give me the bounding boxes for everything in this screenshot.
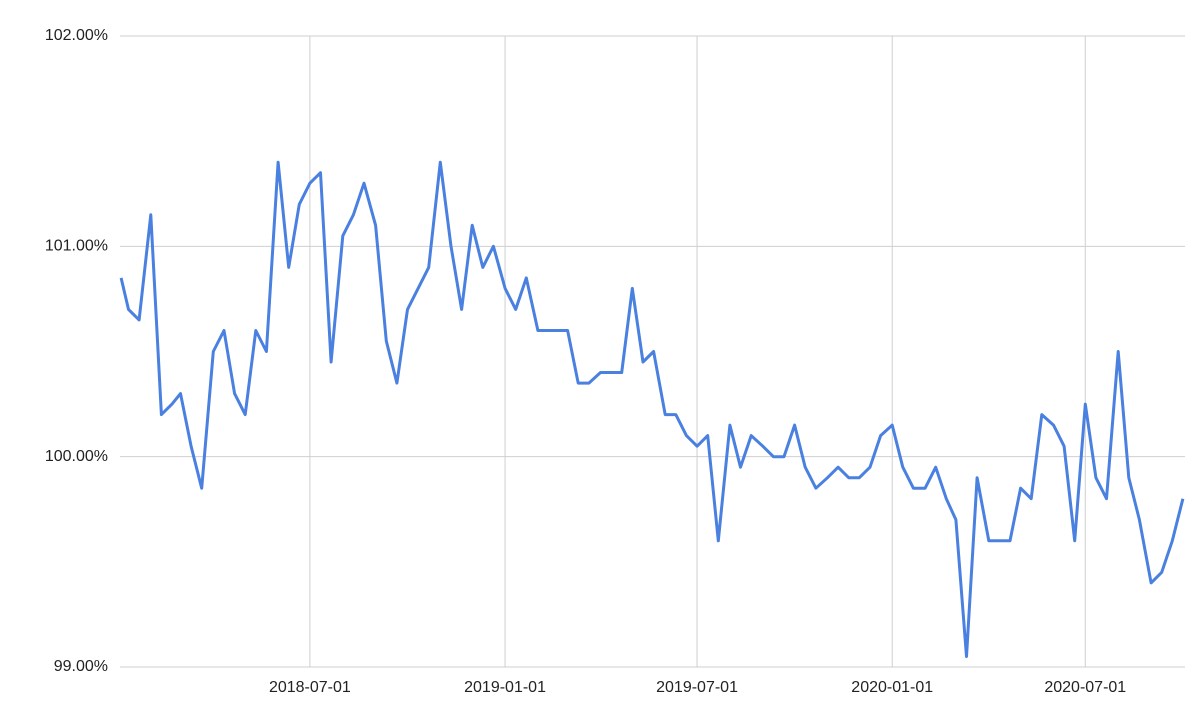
x-tick-label: 2019-01-01: [464, 679, 546, 696]
x-tick-label: 2019-07-01: [656, 679, 738, 696]
data-line: [119, 160, 1185, 658]
x-tick-label: 2020-01-01: [851, 679, 933, 696]
y-tick-label: 100.00%: [45, 448, 108, 465]
x-tick-label: 2020-07-01: [1044, 679, 1126, 696]
y-tick-label: 99.00%: [54, 658, 108, 675]
x-tick-label: 2018-07-01: [269, 679, 351, 696]
y-tick-label: 101.00%: [45, 238, 108, 255]
y-tick-label: 102.00%: [45, 27, 108, 44]
